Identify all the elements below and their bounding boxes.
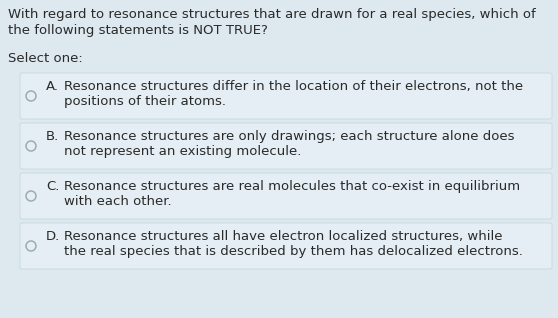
Text: not represent an existing molecule.: not represent an existing molecule.: [64, 145, 301, 158]
FancyBboxPatch shape: [20, 173, 552, 219]
Text: Resonance structures all have electron localized structures, while: Resonance structures all have electron l…: [64, 230, 503, 243]
Text: with each other.: with each other.: [64, 195, 172, 208]
Text: the following statements is NOT TRUE?: the following statements is NOT TRUE?: [8, 24, 268, 37]
Text: Select one:: Select one:: [8, 52, 83, 65]
Text: D.: D.: [46, 230, 60, 243]
FancyBboxPatch shape: [20, 223, 552, 269]
Text: C.: C.: [46, 180, 59, 193]
FancyBboxPatch shape: [20, 73, 552, 119]
Text: A.: A.: [46, 80, 59, 93]
Text: the real species that is described by them has delocalized electrons.: the real species that is described by th…: [64, 245, 523, 258]
FancyBboxPatch shape: [20, 123, 552, 169]
Text: Resonance structures are real molecules that co-exist in equilibrium: Resonance structures are real molecules …: [64, 180, 520, 193]
Text: positions of their atoms.: positions of their atoms.: [64, 95, 226, 108]
Text: B.: B.: [46, 130, 59, 143]
Text: Resonance structures are only drawings; each structure alone does: Resonance structures are only drawings; …: [64, 130, 514, 143]
Text: With regard to resonance structures that are drawn for a real species, which of: With regard to resonance structures that…: [8, 8, 536, 21]
Text: Resonance structures differ in the location of their electrons, not the: Resonance structures differ in the locat…: [64, 80, 523, 93]
